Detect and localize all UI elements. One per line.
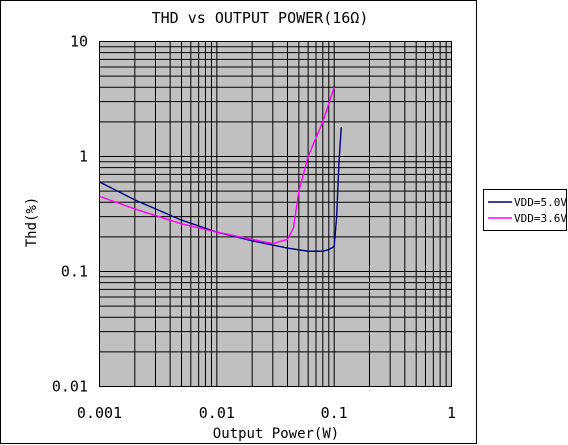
x-axis-label: Output Power(W) [213, 426, 339, 442]
y-tick-label: 10 [70, 33, 88, 51]
legend-box [483, 189, 567, 231]
tick-labels: 0.001 0.01 0.1 1 10 1 0.1 0.01 [52, 33, 456, 423]
y-tick-label: 1 [79, 148, 88, 166]
x-tick-label: 0.1 [321, 404, 348, 422]
x-tick-label: 1 [447, 404, 456, 422]
legend: VDD=5.0V VDD=3.6V [483, 189, 567, 231]
plot-area [99, 41, 452, 387]
x-tick-label: 0.001 [77, 404, 122, 422]
y-tick-label: 0.01 [52, 378, 88, 396]
y-tick-label: 0.1 [61, 263, 88, 281]
legend-label-2: VDD=3.6V [514, 212, 567, 225]
chart-title: THD vs OUTPUT POWER(16Ω) [152, 9, 369, 27]
series-group [99, 87, 342, 252]
series-line-1 [99, 127, 342, 252]
legend-label-1: VDD=5.0V [514, 196, 567, 209]
series-line-2 [99, 87, 335, 245]
y-axis-label: Thd(%) [24, 197, 40, 248]
x-tick-label: 0.01 [199, 404, 235, 422]
